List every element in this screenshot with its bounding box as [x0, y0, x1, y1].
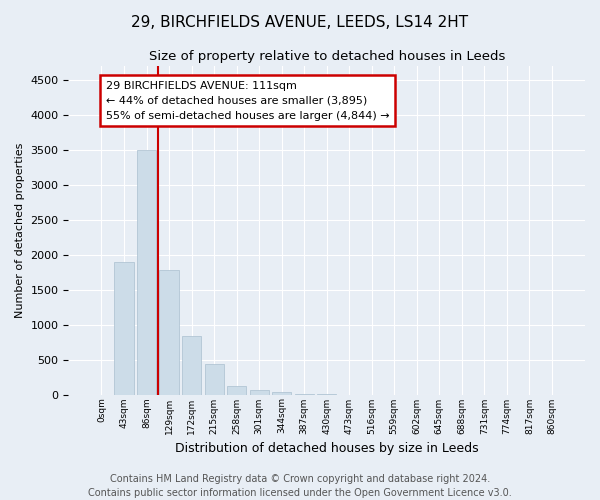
Bar	[250, 390, 269, 394]
Text: 29, BIRCHFIELDS AVENUE, LEEDS, LS14 2HT: 29, BIRCHFIELDS AVENUE, LEEDS, LS14 2HT	[131, 15, 469, 30]
Bar	[182, 336, 201, 394]
Title: Size of property relative to detached houses in Leeds: Size of property relative to detached ho…	[149, 50, 505, 63]
Bar	[205, 364, 224, 394]
Bar	[227, 386, 246, 394]
X-axis label: Distribution of detached houses by size in Leeds: Distribution of detached houses by size …	[175, 442, 479, 455]
Bar	[160, 270, 179, 394]
Bar	[137, 150, 156, 394]
Bar	[115, 262, 134, 394]
Text: 29 BIRCHFIELDS AVENUE: 111sqm
← 44% of detached houses are smaller (3,895)
55% o: 29 BIRCHFIELDS AVENUE: 111sqm ← 44% of d…	[106, 81, 389, 120]
Text: Contains HM Land Registry data © Crown copyright and database right 2024.
Contai: Contains HM Land Registry data © Crown c…	[88, 474, 512, 498]
Bar	[272, 392, 291, 394]
Y-axis label: Number of detached properties: Number of detached properties	[15, 142, 25, 318]
